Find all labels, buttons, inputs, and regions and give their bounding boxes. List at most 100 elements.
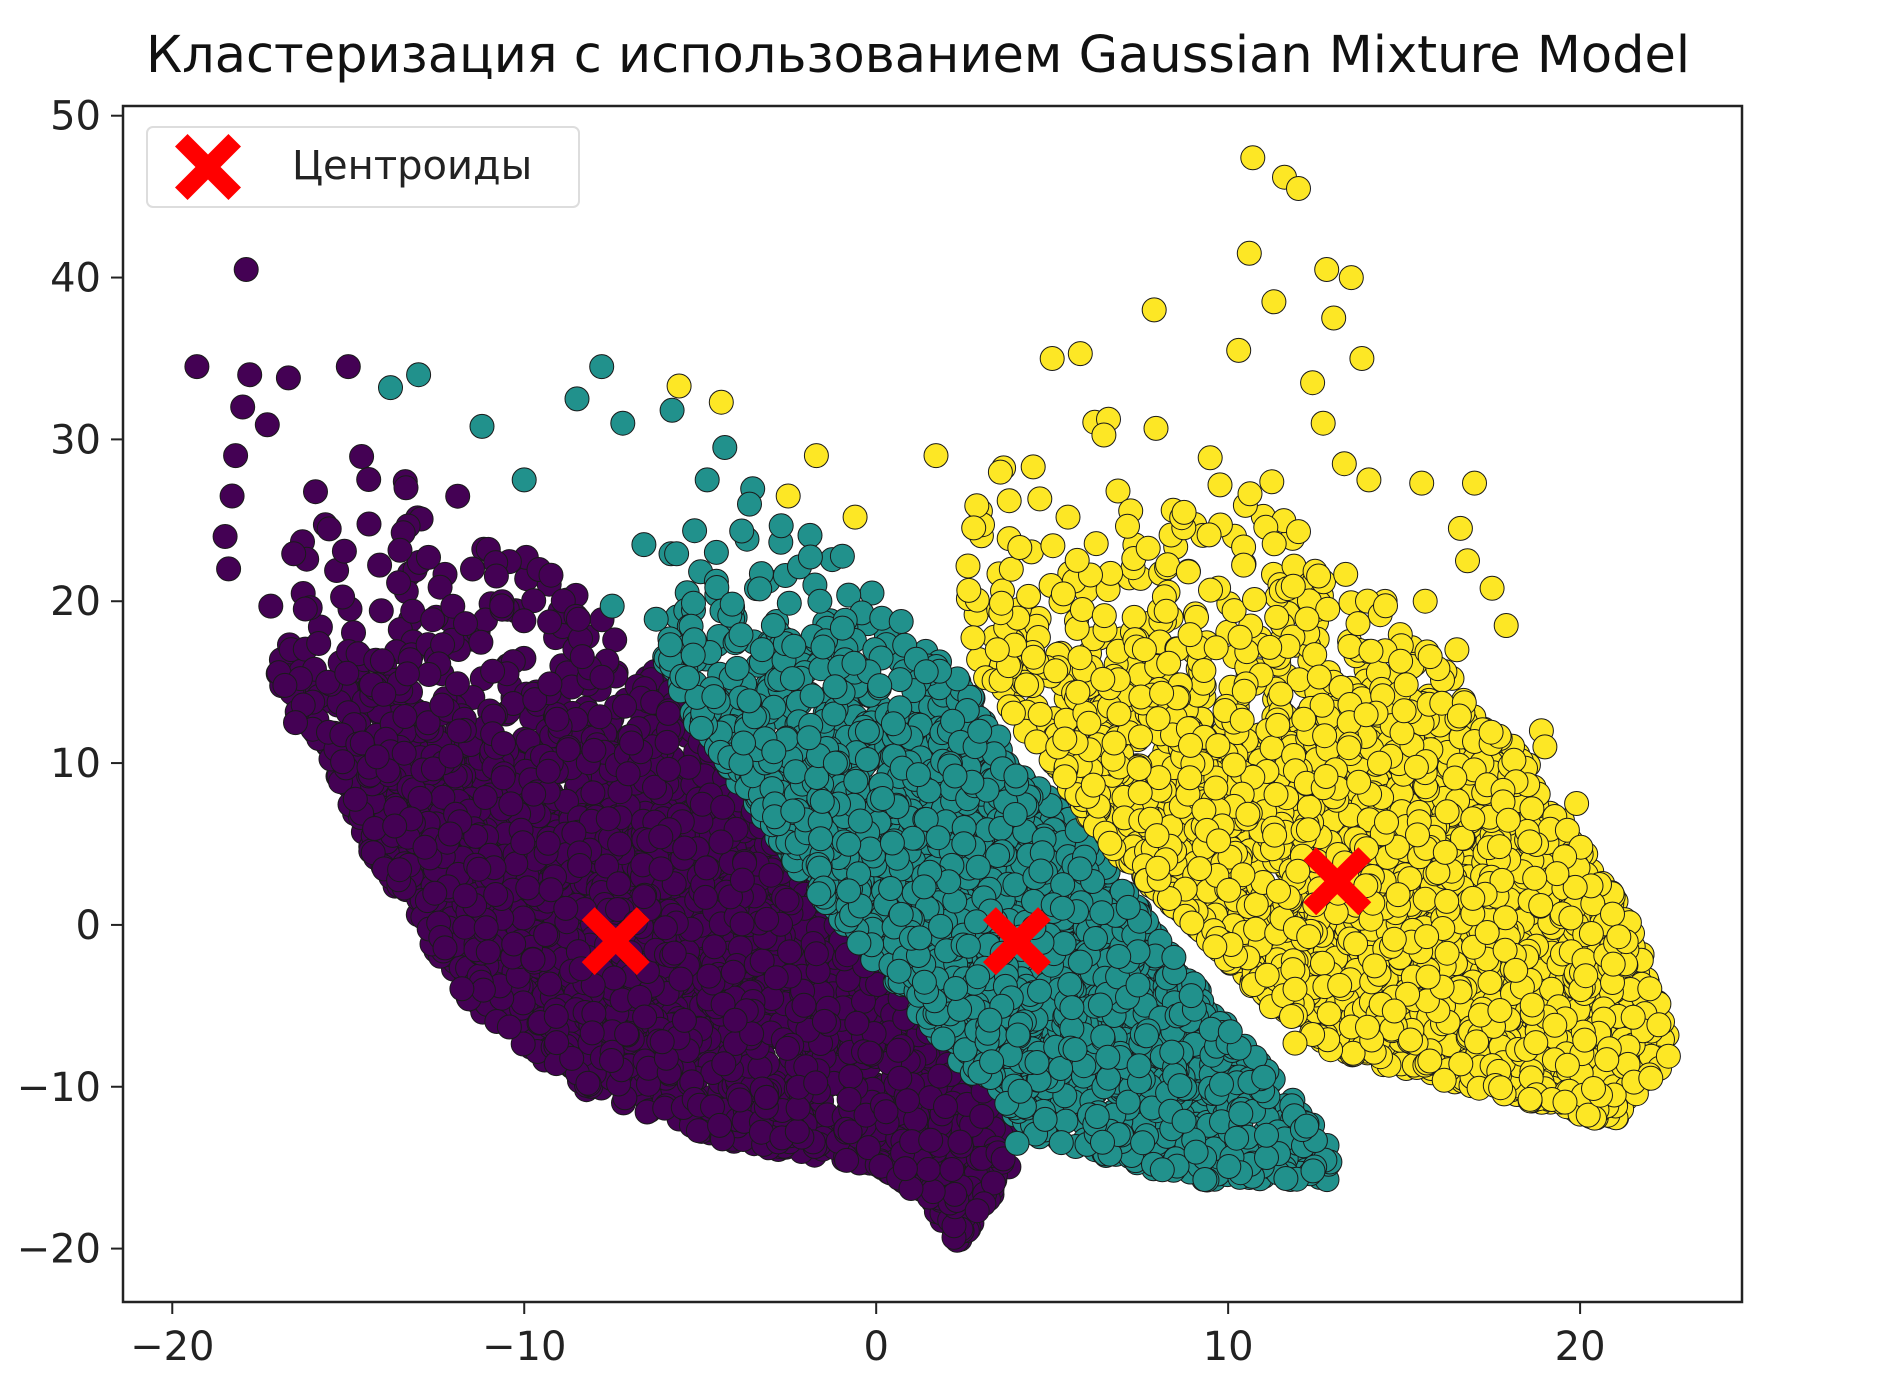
data-point xyxy=(711,1051,737,1077)
data-point xyxy=(648,856,674,882)
data-point xyxy=(654,729,680,755)
data-point xyxy=(672,835,698,861)
data-point xyxy=(537,971,563,997)
data-point xyxy=(915,1157,941,1182)
data-point xyxy=(607,831,633,857)
data-point xyxy=(367,552,393,578)
data-point xyxy=(829,543,855,569)
data-point xyxy=(520,947,546,973)
data-point xyxy=(369,648,395,674)
data-point xyxy=(969,1103,995,1129)
data-point xyxy=(567,853,593,878)
data-point xyxy=(219,483,245,509)
data-point xyxy=(283,710,308,736)
data-point xyxy=(503,851,529,877)
data-point xyxy=(671,1007,697,1033)
data-point xyxy=(254,412,280,438)
data-point xyxy=(444,671,470,697)
data-point xyxy=(631,884,657,910)
data-point xyxy=(382,813,408,839)
data-point xyxy=(412,834,438,860)
data-point xyxy=(368,598,394,624)
data-point xyxy=(569,644,595,670)
data-point xyxy=(729,867,755,893)
data-point xyxy=(693,884,718,910)
data-point xyxy=(873,1099,899,1125)
data-point xyxy=(581,737,607,763)
data-point xyxy=(777,939,803,965)
data-point xyxy=(649,1029,675,1055)
data-point xyxy=(537,609,563,635)
data-point xyxy=(387,857,413,883)
data-point xyxy=(316,516,342,542)
data-point xyxy=(437,821,463,847)
data-point xyxy=(710,794,736,820)
data-point xyxy=(489,593,515,619)
data-point xyxy=(429,692,455,718)
data-point xyxy=(446,718,472,744)
data-point xyxy=(292,596,318,622)
data-point xyxy=(918,1127,944,1153)
data-point xyxy=(857,1040,883,1066)
data-point xyxy=(595,806,621,832)
data-point xyxy=(330,584,356,610)
data-point xyxy=(892,1156,918,1182)
data-point xyxy=(212,524,238,549)
data-point xyxy=(230,394,256,420)
data-point xyxy=(681,590,706,616)
data-point xyxy=(885,1037,911,1063)
data-point xyxy=(416,662,442,687)
data-point xyxy=(393,475,419,501)
data-point xyxy=(703,539,729,565)
data-point xyxy=(887,1065,913,1091)
data-point xyxy=(774,887,800,913)
data-point xyxy=(543,1003,569,1029)
data-point xyxy=(933,1094,958,1119)
data-point xyxy=(449,976,475,1002)
data-point xyxy=(342,786,368,812)
data-point xyxy=(496,1014,522,1040)
data-point xyxy=(470,977,496,1003)
data-point xyxy=(510,990,536,1016)
data-point xyxy=(335,354,361,380)
data-point xyxy=(422,880,448,906)
data-point xyxy=(386,570,412,596)
data-point xyxy=(701,934,727,960)
data-point xyxy=(619,730,645,756)
data-point xyxy=(216,556,242,582)
data-point xyxy=(579,1020,605,1046)
data-point xyxy=(803,1070,829,1096)
data-point xyxy=(281,541,307,567)
data-point xyxy=(964,1198,990,1224)
data-point xyxy=(589,664,615,690)
data-point xyxy=(537,671,563,697)
data-point xyxy=(416,544,441,570)
data-point xyxy=(303,479,328,505)
data-point xyxy=(538,562,564,588)
data-point xyxy=(784,1118,810,1144)
data-point xyxy=(648,824,674,850)
data-point xyxy=(758,862,784,888)
data-point xyxy=(811,1008,837,1034)
data-point xyxy=(685,1118,711,1144)
data-point xyxy=(942,1181,968,1207)
data-point xyxy=(580,780,606,806)
data-point xyxy=(555,737,581,763)
data-point xyxy=(515,875,541,901)
data-point xyxy=(330,749,356,775)
data-point xyxy=(364,744,390,770)
data-point xyxy=(356,467,382,492)
data-point xyxy=(306,631,332,656)
data-point xyxy=(834,1147,860,1173)
data-point xyxy=(356,511,382,537)
data-point xyxy=(727,1087,753,1113)
data-point xyxy=(491,731,516,756)
data-point xyxy=(682,518,708,544)
data-point xyxy=(275,365,301,391)
data-point xyxy=(895,1088,920,1114)
data-point xyxy=(538,877,564,903)
data-point xyxy=(575,1070,601,1096)
data-point xyxy=(754,906,780,932)
chart-title: Кластеризация с использованием Gaussian … xyxy=(146,26,1690,85)
data-point xyxy=(587,704,613,730)
